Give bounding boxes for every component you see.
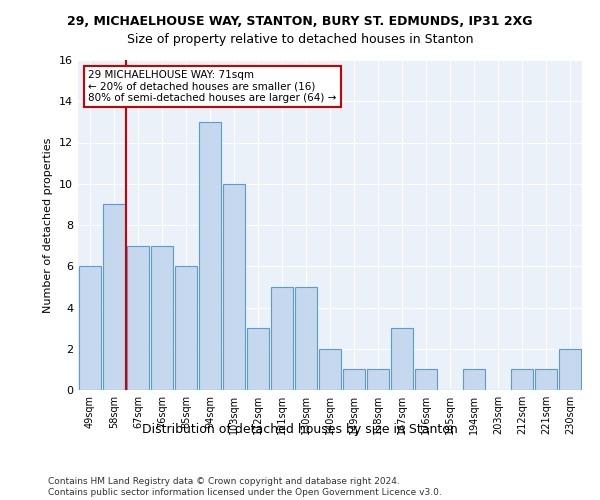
Text: 29 MICHAELHOUSE WAY: 71sqm
← 20% of detached houses are smaller (16)
80% of semi: 29 MICHAELHOUSE WAY: 71sqm ← 20% of deta… [88, 70, 337, 103]
Bar [535, 370, 557, 390]
Bar [247, 328, 269, 390]
Bar [463, 370, 485, 390]
Bar [79, 266, 101, 390]
Y-axis label: Number of detached properties: Number of detached properties [43, 138, 53, 312]
Text: Size of property relative to detached houses in Stanton: Size of property relative to detached ho… [127, 32, 473, 46]
Bar [511, 370, 533, 390]
Bar [103, 204, 125, 390]
Text: Contains HM Land Registry data © Crown copyright and database right 2024.
Contai: Contains HM Land Registry data © Crown c… [48, 478, 442, 497]
Bar [199, 122, 221, 390]
Bar [295, 287, 317, 390]
Bar [415, 370, 437, 390]
Bar [319, 349, 341, 390]
Bar [367, 370, 389, 390]
Bar [559, 349, 581, 390]
Bar [175, 266, 197, 390]
Bar [223, 184, 245, 390]
Bar [391, 328, 413, 390]
Bar [343, 370, 365, 390]
Text: 29, MICHAELHOUSE WAY, STANTON, BURY ST. EDMUNDS, IP31 2XG: 29, MICHAELHOUSE WAY, STANTON, BURY ST. … [67, 15, 533, 28]
Bar [127, 246, 149, 390]
Text: Distribution of detached houses by size in Stanton: Distribution of detached houses by size … [142, 422, 458, 436]
Bar [271, 287, 293, 390]
Bar [151, 246, 173, 390]
